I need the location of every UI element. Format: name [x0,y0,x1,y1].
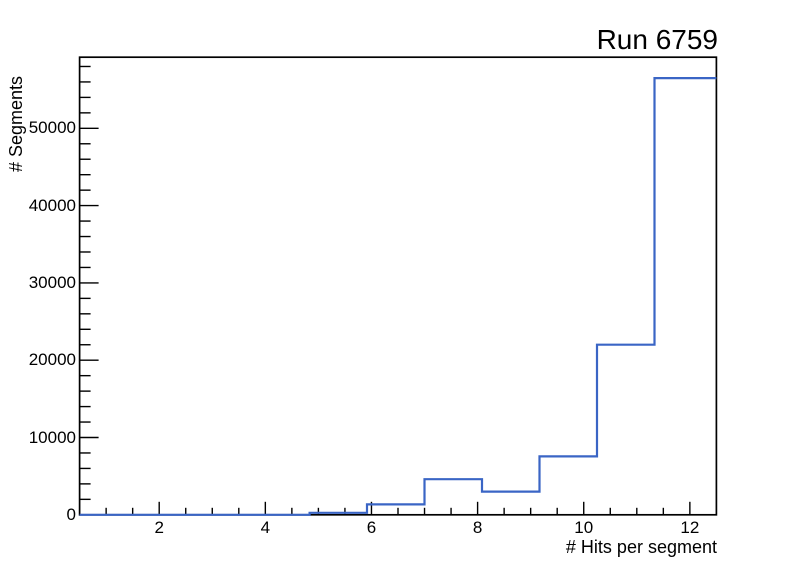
x-axis-title: # Hits per segment [565,537,717,557]
x-tick-label: 10 [574,518,594,537]
chart-title: Run 6759 [596,24,718,55]
y-tick-label: 50000 [28,118,76,138]
histogram-line [79,77,717,516]
plot-frame [78,56,718,516]
x-tick-label: 6 [366,518,377,537]
y-tick-label: 30000 [28,272,76,292]
y-axis-title: # Segments [6,75,26,172]
y-tick-label: 40000 [28,195,76,215]
y-tick-label: 20000 [28,350,76,370]
x-tick-label: 8 [472,518,483,537]
y-tick-label: 0 [66,504,76,524]
x-tick-label: 12 [680,518,700,537]
x-tick-label: 4 [260,518,271,537]
y-tick-label: 10000 [28,427,76,447]
x-tick-label: 2 [154,518,164,537]
